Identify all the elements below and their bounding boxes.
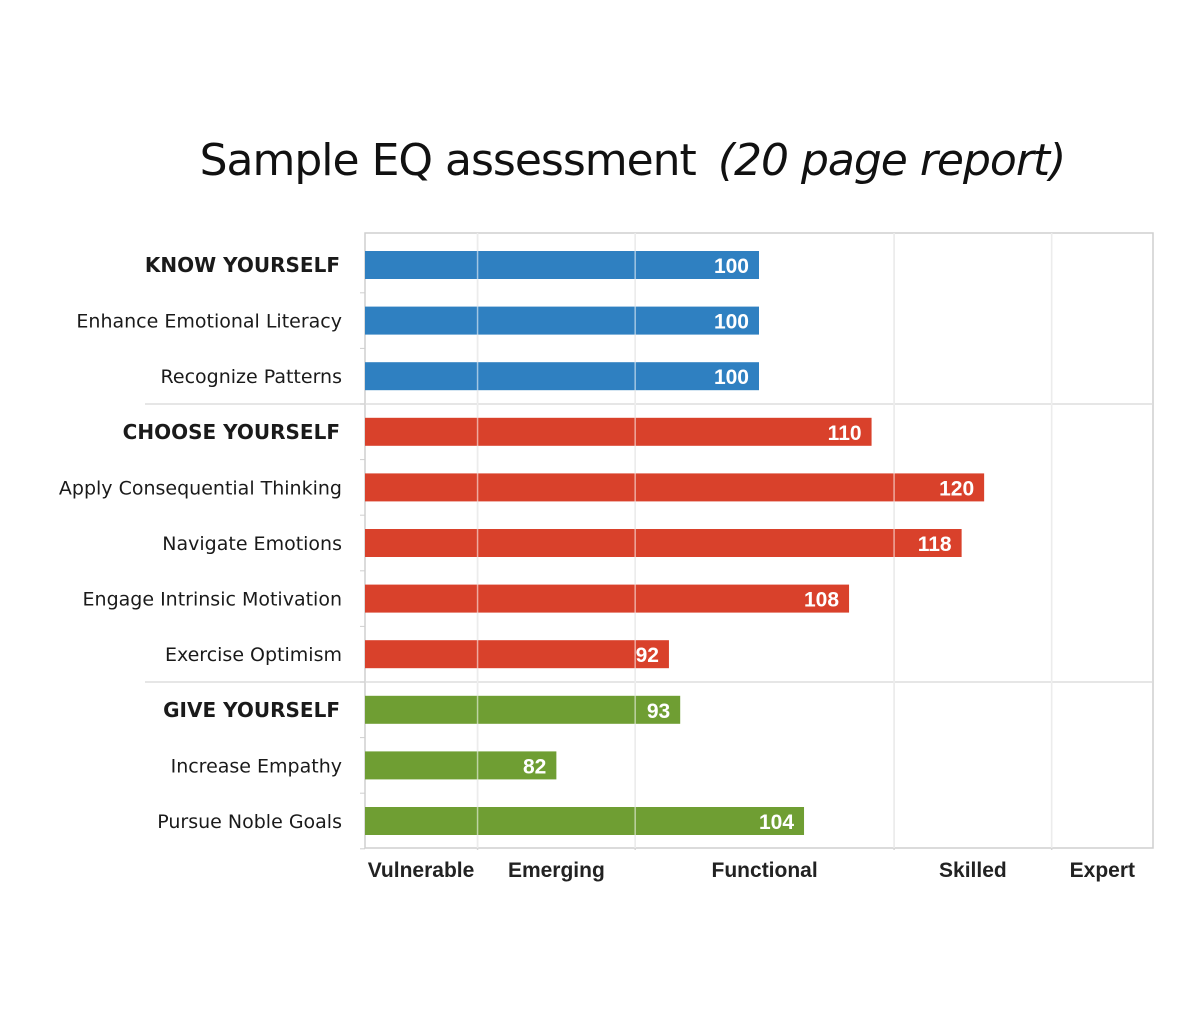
bar-value-label: 118 <box>918 533 952 556</box>
bar-value-label: 110 <box>828 422 862 445</box>
bar-value-label: 100 <box>714 255 749 278</box>
bar-enhance-emotional-literacy <box>365 306 759 335</box>
bar-apply-consequential-thinking <box>365 473 985 502</box>
bar-value-label: 92 <box>636 644 659 667</box>
category-label: Recognize Patterns <box>161 366 342 388</box>
chart-title-main: Sample EQ assessment <box>199 135 697 186</box>
category-label: Increase Empathy <box>171 755 342 777</box>
group-label: CHOOSE YOURSELF <box>123 420 340 444</box>
bar-value-label: 108 <box>804 589 839 612</box>
x-axis-label-emerging: Emerging <box>508 859 605 882</box>
bar-increase-empathy <box>365 751 557 780</box>
bar-exercise-optimism <box>365 640 669 669</box>
category-label: Pursue Noble Goals <box>157 811 342 833</box>
bar-give-yourself <box>365 695 681 724</box>
category-label: Navigate Emotions <box>162 533 342 555</box>
bar-value-label: 93 <box>647 700 670 723</box>
x-axis-label-vulnerable: Vulnerable <box>368 859 475 882</box>
category-label: Exercise Optimism <box>165 644 342 666</box>
bar-know-yourself <box>365 251 759 279</box>
chart-subtitle: (20 page report) <box>717 135 1067 186</box>
bar-navigate-emotions <box>365 529 962 557</box>
chart-title: Sample EQ assessment (20 page report) <box>0 135 1200 186</box>
category-label: Apply Consequential Thinking <box>59 477 342 499</box>
category-label: Engage Intrinsic Motivation <box>83 589 342 611</box>
bar-value-label: 120 <box>939 477 974 500</box>
bar-value-label: 82 <box>523 755 546 778</box>
x-axis-label-skilled: Skilled <box>939 859 1007 882</box>
bar-choose-yourself <box>365 417 872 446</box>
x-axis-label-functional: Functional <box>712 859 818 882</box>
bar-value-label: 104 <box>759 811 794 834</box>
category-label: Enhance Emotional Literacy <box>76 311 342 333</box>
bar-engage-intrinsic-motivation <box>365 584 850 613</box>
group-label: KNOW YOURSELF <box>145 253 340 277</box>
bar-recognize-patterns <box>365 362 759 391</box>
bar-value-label: 100 <box>714 366 749 389</box>
bar-value-label: 100 <box>714 311 749 334</box>
group-label: GIVE YOURSELF <box>163 698 340 722</box>
bar-pursue-noble-goals <box>365 807 805 835</box>
x-axis-label-expert: Expert <box>1070 859 1135 882</box>
